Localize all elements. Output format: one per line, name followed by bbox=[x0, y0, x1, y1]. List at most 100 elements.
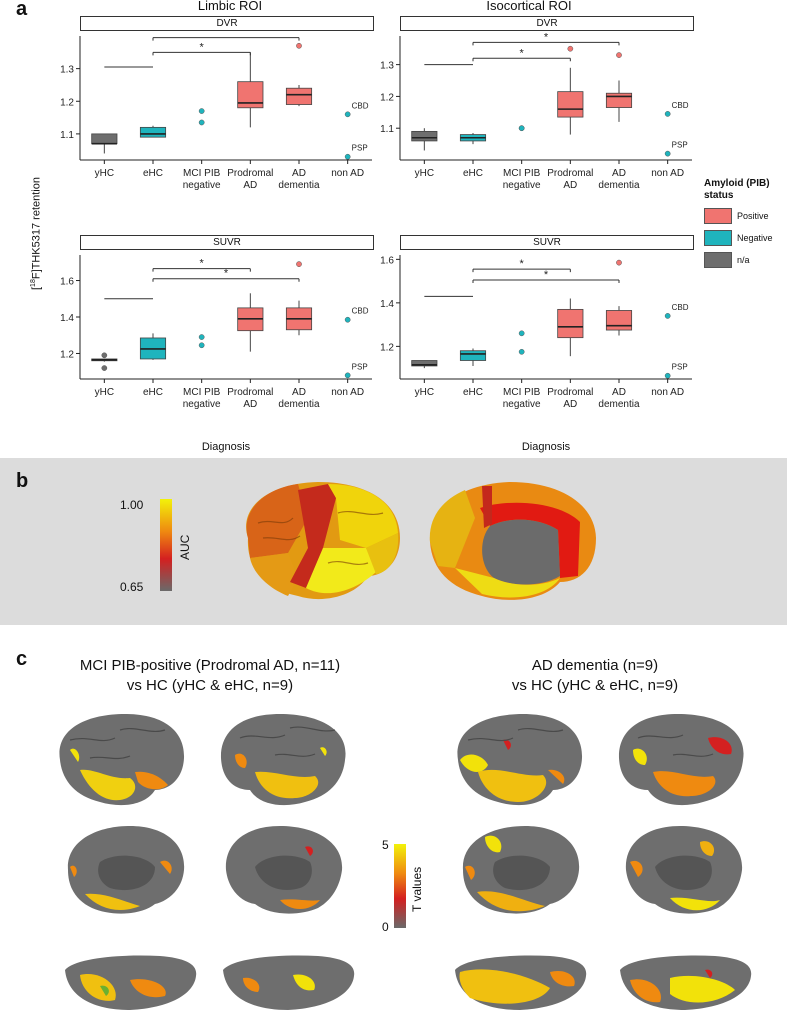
box-yhc bbox=[411, 130, 438, 142]
activation-blob bbox=[80, 769, 136, 801]
brain-c-left-lateral-left bbox=[59, 714, 185, 806]
point-label-psp: PSP bbox=[672, 363, 688, 372]
activation-blob bbox=[460, 754, 488, 772]
activation-blob bbox=[280, 899, 320, 909]
point-label-psp: PSP bbox=[672, 141, 688, 150]
activation-blob bbox=[459, 969, 550, 1004]
box-prodromal-ad bbox=[237, 81, 264, 109]
activation-blob bbox=[670, 975, 735, 1003]
x-tick-label: MCI PIB bbox=[503, 387, 541, 398]
sulcus-lines bbox=[239, 726, 336, 757]
data-point bbox=[664, 313, 671, 319]
occipital-region bbox=[366, 533, 399, 574]
y-tick-label: 1.4 bbox=[60, 313, 74, 324]
x-tick-label: Prodromal bbox=[227, 168, 273, 179]
data-point bbox=[518, 330, 525, 337]
parietal-region bbox=[328, 484, 398, 548]
y-tick-label: 1.3 bbox=[380, 61, 394, 72]
x-axis-title-right: Diagnosis bbox=[521, 441, 571, 453]
x-tick-label: MCI PIB bbox=[503, 168, 541, 179]
x-tick-label: yHC bbox=[415, 387, 434, 398]
x-tick-label: non AD bbox=[331, 387, 364, 398]
data-point bbox=[664, 372, 671, 379]
activation-blob bbox=[70, 748, 80, 762]
t-colorbar-max: 5 bbox=[382, 838, 389, 852]
x-tick-label: eHC bbox=[143, 387, 163, 398]
x-tick-label: MCI PIB bbox=[183, 168, 221, 179]
strip-dvr-limbic: DVR bbox=[80, 16, 374, 31]
brain-c-left-ventral-left bbox=[65, 955, 197, 1010]
point-label-psp: PSP bbox=[352, 362, 368, 371]
medial-wall-grey bbox=[482, 519, 560, 585]
activation-blob bbox=[705, 969, 713, 978]
significance-star: * bbox=[544, 269, 549, 281]
data-point bbox=[344, 372, 351, 379]
data-point bbox=[344, 111, 351, 118]
x-tick-label: dementia bbox=[278, 399, 320, 410]
auc-colorbar-max: 1.00 bbox=[120, 498, 144, 512]
activation-blob bbox=[85, 893, 140, 910]
data-point bbox=[101, 365, 108, 371]
cortex-grey bbox=[223, 955, 355, 1010]
strip-suvr-limbic: SUVR bbox=[80, 235, 374, 250]
activation-blob bbox=[100, 985, 109, 996]
significance-star: * bbox=[520, 258, 525, 270]
x-tick-label: Prodromal bbox=[547, 387, 593, 398]
box-ad-dementia bbox=[285, 87, 313, 105]
brain-c-left-lateral-right bbox=[220, 714, 346, 806]
legend-title-line2: status bbox=[704, 190, 734, 201]
t-colorbar-min: 0 bbox=[382, 920, 389, 934]
sulcus-lines bbox=[257, 510, 384, 566]
y-tick-label: 1.1 bbox=[60, 130, 74, 141]
medial-wall bbox=[255, 855, 312, 890]
x-tick-label: non AD bbox=[651, 387, 684, 398]
significance-star: * bbox=[200, 258, 205, 270]
data-point bbox=[198, 108, 205, 114]
outlier-point bbox=[616, 52, 622, 58]
x-tick-label: Prodromal bbox=[227, 387, 273, 398]
legend-label-positive: Positive bbox=[737, 211, 769, 221]
box-ad-dementia bbox=[605, 310, 633, 331]
sulcus-lines bbox=[637, 734, 714, 757]
activation-blob bbox=[477, 891, 545, 912]
x-tick-label: dementia bbox=[598, 180, 640, 191]
point-label-psp: PSP bbox=[352, 144, 368, 153]
data-point bbox=[344, 153, 351, 160]
outlier-point bbox=[567, 45, 574, 52]
box-ehc bbox=[139, 126, 167, 138]
panel-a-letter: a bbox=[16, 0, 28, 20]
brain-c-right-medial-left bbox=[462, 826, 580, 914]
activation-blob bbox=[235, 753, 247, 768]
significance-star: * bbox=[200, 41, 205, 53]
x-tick-label: MCI PIB bbox=[183, 387, 221, 398]
temporal-medial bbox=[455, 568, 560, 598]
x-tick-label: negative bbox=[183, 399, 221, 410]
x-tick-label: AD bbox=[563, 180, 577, 191]
activation-blob bbox=[700, 841, 715, 856]
activation-blob bbox=[550, 970, 575, 987]
left-comparison-title-1: MCI PIB-positive (Prodromal AD, n=11) bbox=[79, 657, 341, 674]
box-prodromal-ad bbox=[557, 91, 584, 118]
data-point bbox=[101, 352, 108, 359]
central-strip bbox=[290, 484, 336, 588]
activation-blob bbox=[70, 865, 77, 877]
medial-wall bbox=[655, 855, 712, 890]
activation-blob bbox=[255, 771, 319, 799]
significance-star: * bbox=[520, 47, 525, 59]
brain-c-right-lateral-left bbox=[457, 714, 583, 806]
precuneus-strip bbox=[482, 486, 492, 528]
activation-blob bbox=[320, 747, 327, 756]
data-point bbox=[198, 342, 205, 349]
x-axis-title-left: Diagnosis bbox=[201, 441, 251, 453]
brain-c-right-lateral-right bbox=[618, 714, 744, 806]
data-point bbox=[198, 334, 205, 340]
x-tick-label: AD bbox=[292, 387, 306, 398]
strip-dvr-isocortical: DVR bbox=[400, 16, 694, 31]
t-colorbar-title: T values bbox=[410, 866, 424, 912]
cingulate-red bbox=[480, 502, 580, 578]
outlier-point bbox=[296, 261, 302, 267]
legend-label-na: n/a bbox=[737, 255, 750, 265]
